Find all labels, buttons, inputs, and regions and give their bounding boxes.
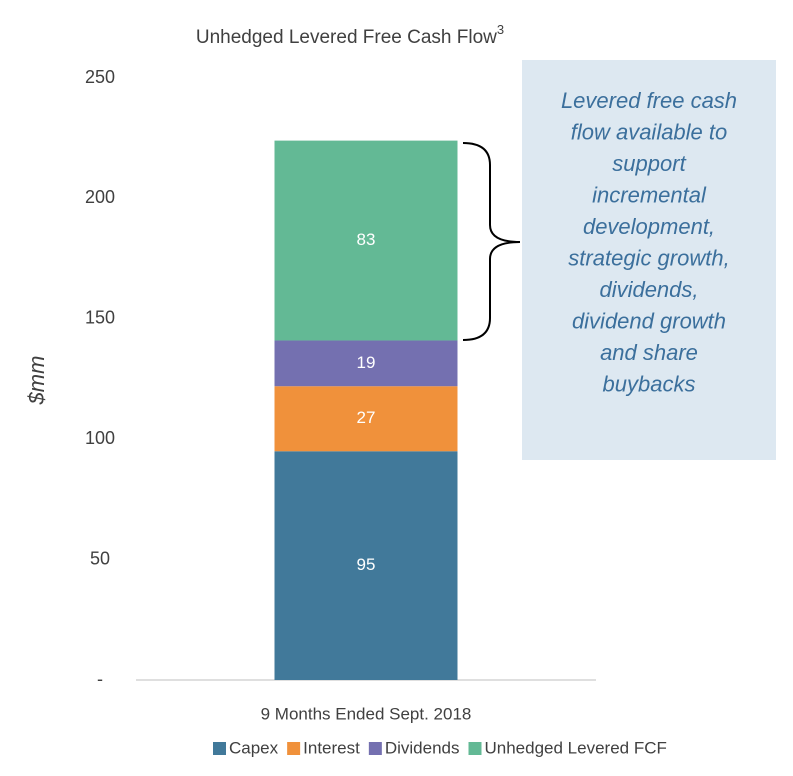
legend-swatch — [287, 742, 301, 755]
annotation-text: incremental — [592, 182, 707, 207]
legend-swatch — [368, 742, 382, 755]
y-tick-label: 250 — [85, 67, 115, 87]
legend-swatch — [468, 742, 482, 755]
data-label: 27 — [357, 408, 376, 427]
chart-title: Unhedged Levered Free Cash Flow3 — [196, 22, 504, 48]
data-label: 83 — [357, 230, 376, 249]
data-label: 95 — [357, 555, 376, 574]
annotation-text: dividend growth — [572, 308, 726, 333]
bar-segment — [274, 386, 458, 452]
annotation-text: support — [612, 151, 686, 176]
annotation-text: Levered free cash — [561, 88, 737, 113]
annotation-text: strategic growth, — [568, 245, 729, 270]
y-axis-label: $mm — [24, 356, 49, 406]
legend-label: Unhedged Levered FCF — [485, 738, 667, 757]
y-tick-label: 200 — [85, 187, 115, 207]
x-tick-label: 9 Months Ended Sept. 2018 — [261, 704, 472, 723]
legend-label: Dividends — [385, 738, 460, 757]
legend-label: Capex — [229, 738, 279, 757]
y-tick-label: - — [97, 669, 103, 689]
annotation-text: and share — [600, 340, 698, 365]
title-text: Unhedged Levered Free Cash Flow — [196, 27, 497, 48]
data-label: 19 — [357, 353, 376, 372]
brace — [462, 142, 521, 341]
y-tick-label: 150 — [85, 308, 115, 328]
title-superscript: 3 — [497, 22, 504, 37]
annotation-text: dividends, — [599, 277, 698, 302]
bar-segment — [274, 140, 458, 341]
legend-swatch — [213, 742, 226, 755]
annotation-text: development, — [583, 214, 715, 239]
y-tick-label: 50 — [90, 548, 110, 568]
y-tick-label: 100 — [85, 428, 115, 448]
annotation-text: buybacks — [603, 371, 696, 396]
legend-label: Interest — [303, 738, 360, 757]
annotation-text: flow available to — [571, 119, 728, 144]
bar-segment — [274, 340, 458, 387]
annotation-box — [522, 60, 776, 460]
bar-segment — [274, 451, 458, 680]
